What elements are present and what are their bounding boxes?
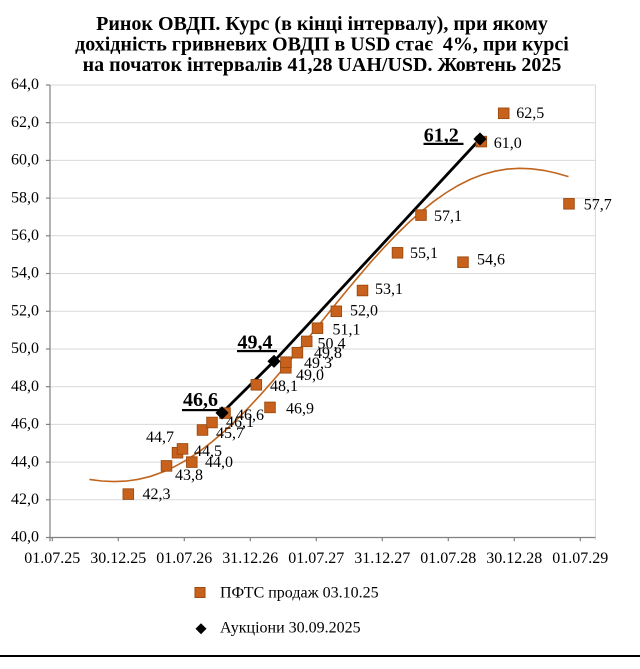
svg-text:31.12.27: 31.12.27 — [354, 550, 410, 567]
svg-text:61,0: 61,0 — [494, 135, 522, 152]
svg-text:45,7: 45,7 — [216, 425, 244, 442]
svg-text:60,0: 60,0 — [11, 152, 39, 169]
svg-text:43,8: 43,8 — [175, 467, 203, 484]
svg-text:на початок інтервалів 41,28 UA: на початок інтервалів 41,28 UAH/USD. Жов… — [83, 54, 562, 76]
svg-text:01.07.27: 01.07.27 — [288, 550, 344, 567]
svg-text:30.12.28: 30.12.28 — [486, 550, 542, 567]
svg-text:01.07.29: 01.07.29 — [552, 550, 608, 567]
svg-text:49,3: 49,3 — [304, 355, 332, 372]
svg-text:64,0: 64,0 — [11, 76, 39, 93]
svg-text:42,0: 42,0 — [11, 491, 39, 508]
svg-text:49,8: 49,8 — [314, 345, 342, 362]
svg-text:52,0: 52,0 — [11, 303, 39, 320]
svg-text:54,0: 54,0 — [11, 265, 39, 282]
svg-text:46,6: 46,6 — [236, 407, 264, 424]
svg-text:дохідність гривневих ОВДП в US: дохідність гривневих ОВДП в USD стає 4%,… — [75, 34, 569, 56]
svg-text:55,1: 55,1 — [410, 245, 438, 262]
svg-text:48,0: 48,0 — [11, 378, 39, 395]
svg-text:01.07.26: 01.07.26 — [156, 550, 212, 567]
svg-text:52,0: 52,0 — [350, 303, 378, 320]
svg-text:ПФТС продаж 03.10.25: ПФТС продаж 03.10.25 — [220, 585, 379, 602]
svg-text:50,0: 50,0 — [11, 340, 39, 357]
svg-text:54,6: 54,6 — [477, 252, 505, 269]
svg-text:56,0: 56,0 — [11, 227, 39, 244]
svg-text:01.07.25: 01.07.25 — [24, 550, 80, 567]
svg-text:46,0: 46,0 — [11, 416, 39, 433]
svg-text:49,4: 49,4 — [238, 332, 273, 354]
svg-text:01.07.28: 01.07.28 — [420, 550, 476, 567]
svg-text:Аукціони 30.09.2025: Аукціони 30.09.2025 — [220, 620, 361, 637]
svg-text:57,7: 57,7 — [584, 196, 612, 213]
svg-text:44,0: 44,0 — [205, 454, 233, 471]
svg-text:40,0: 40,0 — [11, 529, 39, 546]
svg-text:57,1: 57,1 — [434, 208, 462, 225]
svg-text:44,5: 44,5 — [194, 443, 222, 460]
svg-text:49,0: 49,0 — [296, 367, 324, 384]
svg-text:51,1: 51,1 — [333, 322, 361, 339]
svg-text:42,3: 42,3 — [143, 486, 171, 503]
svg-text:46,6: 46,6 — [183, 389, 218, 411]
svg-text:30.12.25: 30.12.25 — [90, 550, 146, 567]
svg-text:46,1: 46,1 — [226, 414, 254, 431]
svg-text:58,0: 58,0 — [11, 189, 39, 206]
svg-text:46,9: 46,9 — [286, 401, 314, 418]
svg-text:61,2: 61,2 — [424, 125, 459, 147]
svg-text:53,1: 53,1 — [375, 281, 403, 298]
svg-text:31.12.26: 31.12.26 — [222, 550, 278, 567]
svg-text:62,5: 62,5 — [516, 105, 544, 122]
svg-text:50,4: 50,4 — [318, 336, 346, 353]
svg-text:44,7: 44,7 — [146, 429, 174, 446]
svg-text:48,1: 48,1 — [270, 378, 298, 395]
svg-text:Ринок ОВДП. Курс (в кінці інте: Ринок ОВДП. Курс (в кінці інтервалу), пр… — [96, 13, 548, 35]
svg-text:44,0: 44,0 — [11, 453, 39, 470]
svg-text:62,0: 62,0 — [11, 114, 39, 131]
